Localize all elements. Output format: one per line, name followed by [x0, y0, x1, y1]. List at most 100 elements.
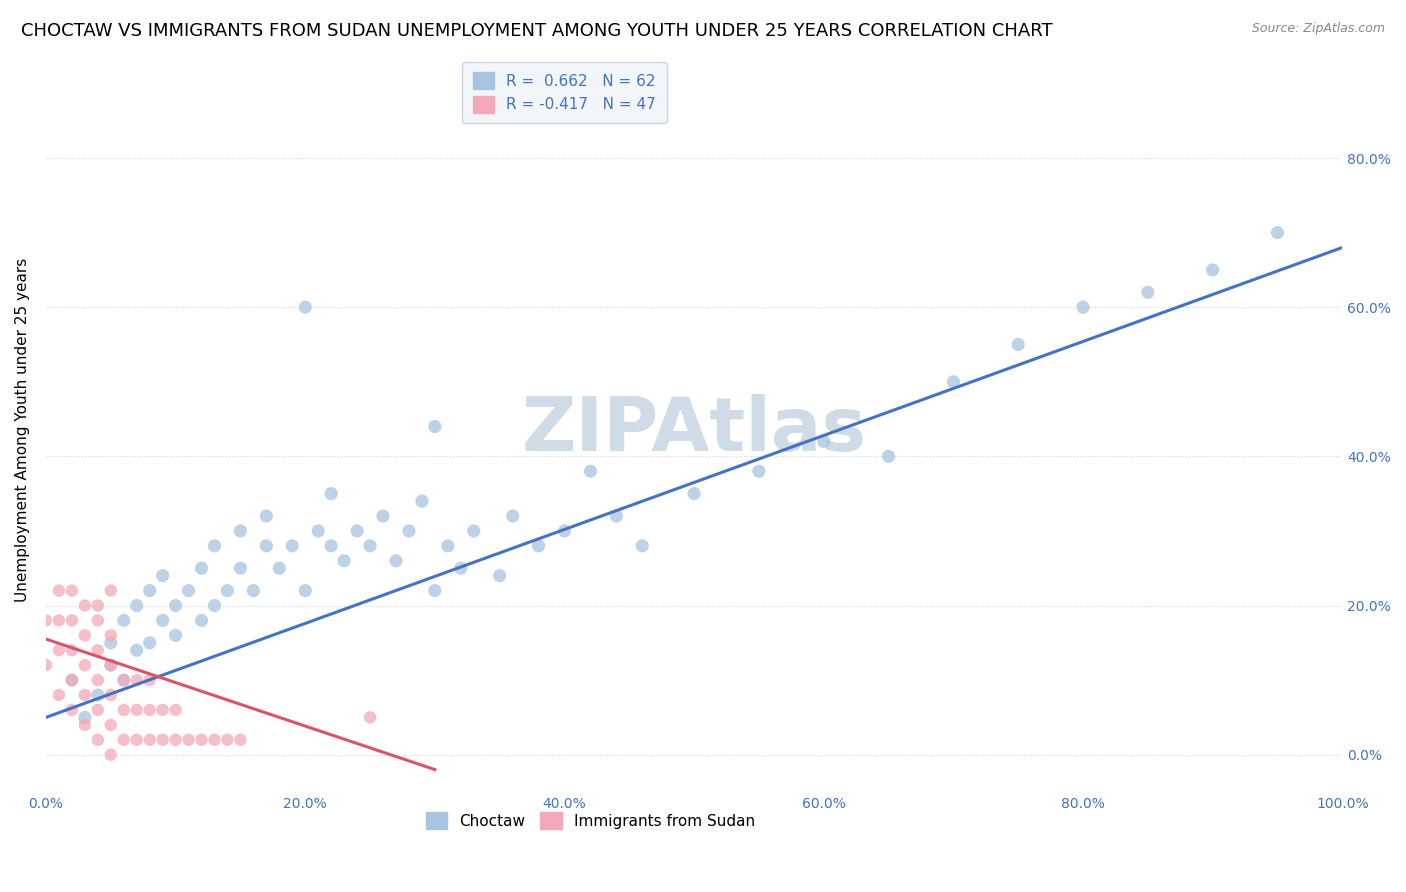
Point: [502, 508, 524, 523]
Point: [112, 732, 135, 747]
Point: [73, 658, 96, 673]
Point: [229, 524, 252, 538]
Point: [942, 375, 965, 389]
Point: [190, 561, 212, 575]
Point: [152, 614, 174, 628]
Point: [48, 643, 70, 657]
Point: [553, 524, 575, 538]
Point: [48, 583, 70, 598]
Point: [125, 673, 148, 687]
Y-axis label: Unemployment Among Youth under 25 years: Unemployment Among Youth under 25 years: [15, 258, 30, 602]
Point: [138, 636, 160, 650]
Point: [437, 539, 460, 553]
Point: [138, 673, 160, 687]
Point: [813, 434, 835, 449]
Text: Source: ZipAtlas.com: Source: ZipAtlas.com: [1251, 22, 1385, 36]
Point: [1267, 226, 1289, 240]
Point: [605, 508, 627, 523]
Point: [48, 688, 70, 702]
Point: [112, 703, 135, 717]
Point: [35, 614, 58, 628]
Point: [359, 539, 381, 553]
Text: CHOCTAW VS IMMIGRANTS FROM SUDAN UNEMPLOYMENT AMONG YOUTH UNDER 25 YEARS CORRELA: CHOCTAW VS IMMIGRANTS FROM SUDAN UNEMPLO…: [21, 22, 1053, 40]
Point: [112, 614, 135, 628]
Point: [254, 539, 277, 553]
Point: [294, 583, 316, 598]
Point: [1201, 263, 1223, 277]
Point: [527, 539, 550, 553]
Point: [748, 464, 770, 478]
Point: [125, 643, 148, 657]
Point: [204, 539, 226, 553]
Point: [229, 732, 252, 747]
Point: [165, 732, 187, 747]
Point: [35, 658, 58, 673]
Point: [100, 658, 122, 673]
Point: [138, 732, 160, 747]
Point: [631, 539, 654, 553]
Point: [60, 703, 83, 717]
Point: [100, 747, 122, 762]
Point: [177, 583, 200, 598]
Point: [60, 643, 83, 657]
Point: [87, 599, 110, 613]
Point: [73, 688, 96, 702]
Point: [100, 583, 122, 598]
Point: [100, 636, 122, 650]
Point: [177, 732, 200, 747]
Point: [165, 599, 187, 613]
Point: [242, 583, 264, 598]
Point: [254, 508, 277, 523]
Point: [73, 718, 96, 732]
Point: [87, 703, 110, 717]
Point: [190, 614, 212, 628]
Point: [60, 673, 83, 687]
Point: [204, 599, 226, 613]
Point: [217, 732, 239, 747]
Point: [385, 554, 408, 568]
Point: [321, 486, 343, 500]
Point: [87, 643, 110, 657]
Point: [165, 703, 187, 717]
Point: [411, 494, 433, 508]
Point: [307, 524, 329, 538]
Point: [1007, 337, 1029, 351]
Point: [73, 710, 96, 724]
Point: [87, 688, 110, 702]
Point: [73, 628, 96, 642]
Point: [165, 628, 187, 642]
Point: [138, 583, 160, 598]
Point: [152, 732, 174, 747]
Point: [60, 614, 83, 628]
Text: ZIPAtlas: ZIPAtlas: [522, 393, 866, 467]
Point: [1071, 300, 1094, 314]
Point: [87, 614, 110, 628]
Point: [190, 732, 212, 747]
Point: [87, 673, 110, 687]
Point: [48, 614, 70, 628]
Point: [60, 673, 83, 687]
Point: [683, 486, 706, 500]
Point: [100, 658, 122, 673]
Point: [423, 419, 446, 434]
Point: [73, 599, 96, 613]
Point: [423, 583, 446, 598]
Point: [125, 599, 148, 613]
Point: [112, 673, 135, 687]
Point: [100, 628, 122, 642]
Point: [152, 568, 174, 582]
Point: [1136, 285, 1159, 300]
Point: [579, 464, 602, 478]
Point: [450, 561, 472, 575]
Point: [125, 732, 148, 747]
Point: [112, 673, 135, 687]
Point: [398, 524, 420, 538]
Point: [281, 539, 304, 553]
Point: [152, 703, 174, 717]
Point: [204, 732, 226, 747]
Point: [321, 539, 343, 553]
Point: [333, 554, 356, 568]
Point: [371, 508, 394, 523]
Point: [125, 703, 148, 717]
Point: [488, 568, 510, 582]
